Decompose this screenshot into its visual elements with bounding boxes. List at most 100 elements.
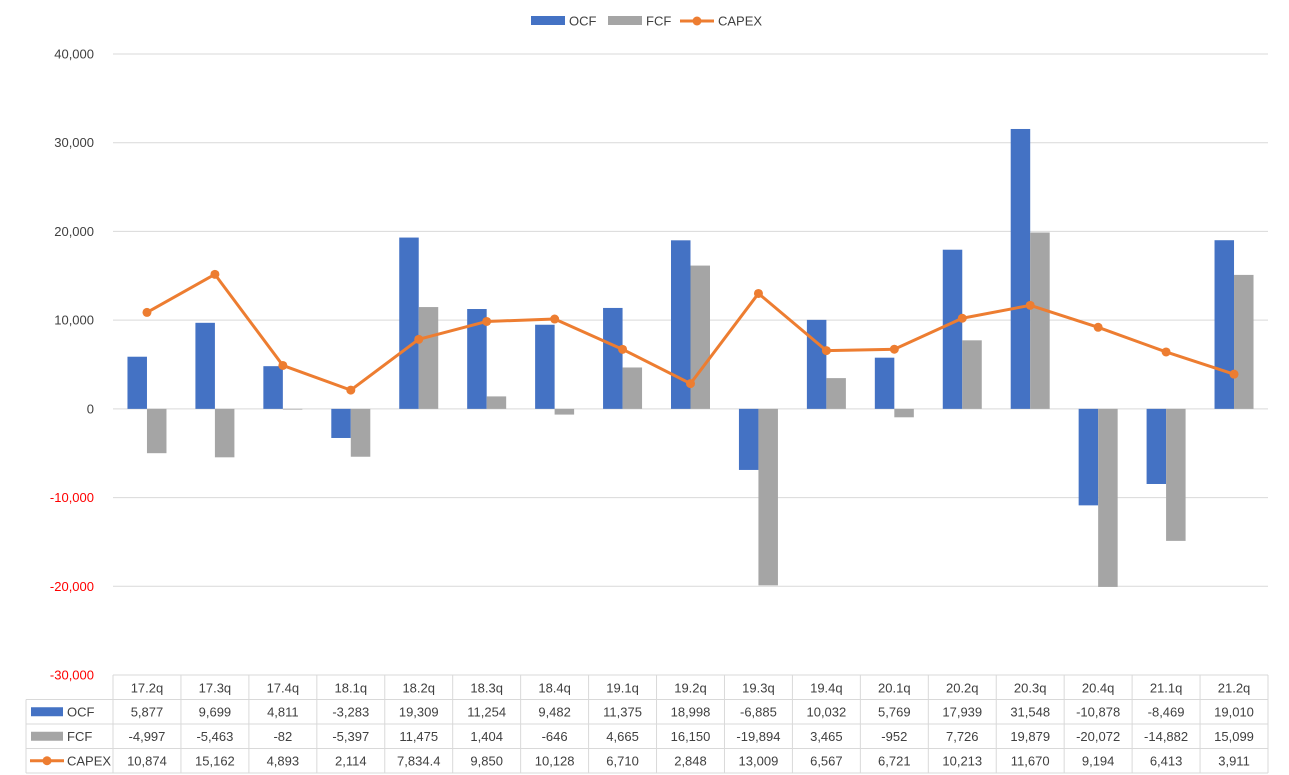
table-value: 11,375	[603, 704, 642, 719]
table-category-label: 20.1q	[878, 680, 911, 695]
capex-point	[142, 307, 152, 317]
ocf-bar	[942, 249, 963, 409]
table-category-label: 18.1q	[335, 680, 368, 695]
table-value: 4,893	[267, 753, 300, 768]
table-category-label: 19.4q	[810, 680, 843, 695]
table-value: 10,213	[942, 753, 982, 768]
capex-point	[753, 288, 763, 298]
table-value: 11,670	[1011, 753, 1050, 768]
capex-point	[821, 346, 831, 356]
table-value: 1,404	[470, 729, 503, 744]
table-category-label: 17.4q	[267, 680, 300, 695]
table-value: -4,997	[129, 729, 166, 744]
table-value: 15,099	[1214, 729, 1254, 744]
table-value: 18,998	[671, 704, 711, 719]
ocf-bar	[806, 319, 827, 409]
table-value: 19,010	[1214, 704, 1254, 719]
fcf-bar	[146, 408, 167, 454]
table-category-label: 20.4q	[1082, 680, 1115, 695]
table-value: -82	[273, 729, 292, 744]
y-tick-label: 10,000	[54, 313, 94, 328]
table-value: -14,882	[1144, 729, 1188, 744]
table-value: -5,397	[332, 729, 369, 744]
table-value: 10,128	[535, 753, 575, 768]
table-value: 10,874	[127, 753, 167, 768]
legend-ocf-swatch	[531, 16, 565, 25]
fcf-bar	[622, 367, 643, 409]
table-value: 9,482	[538, 704, 571, 719]
capex-point	[1093, 322, 1103, 332]
legend-fcf-label: FCF	[646, 14, 671, 29]
ocf-bar	[467, 309, 487, 409]
fcf-bar	[826, 378, 846, 409]
ocf-bar	[399, 237, 419, 409]
fcf-bar	[418, 307, 439, 409]
ocf-bar	[874, 357, 895, 409]
table-value: 2,114	[335, 753, 367, 768]
capex-point	[1229, 369, 1239, 379]
table-value: 7,726	[946, 729, 979, 744]
table-value: 11,475	[399, 729, 438, 744]
table-value: -10,878	[1076, 704, 1120, 719]
fcf-bar	[894, 408, 914, 418]
table-value: 5,769	[878, 704, 911, 719]
table-value: 15,162	[195, 753, 235, 768]
table-value: 4,665	[606, 729, 639, 744]
table-series-name: OCF	[67, 704, 95, 719]
fcf-bar	[1234, 274, 1254, 409]
table-value: -3,283	[332, 704, 369, 719]
capex-point	[686, 379, 695, 389]
table-value: 31,548	[1010, 704, 1050, 719]
fcf-bar	[1166, 408, 1186, 541]
table-value: 17,939	[942, 704, 982, 719]
table-value: 13,009	[739, 753, 779, 768]
table-value: 4,811	[267, 704, 299, 719]
table-value: 6,721	[878, 753, 911, 768]
table-category-label: 18.2q	[402, 680, 435, 695]
table-value: 3,465	[810, 729, 843, 744]
y-tick-label: 40,000	[54, 47, 94, 62]
table-value: 7,834.4	[397, 753, 440, 768]
table-value: -6,885	[740, 704, 777, 719]
table-category-label: 18.4q	[538, 680, 571, 695]
table-category-label: 19.3q	[742, 680, 775, 695]
table-category-label: 21.2q	[1218, 680, 1251, 695]
table-category-label: 20.3q	[1014, 680, 1047, 695]
fcf-bar	[1098, 408, 1118, 587]
capex-point	[618, 344, 628, 354]
ocf-bar	[1146, 408, 1167, 484]
y-tick-label: 0	[87, 401, 94, 416]
table-value: 9,850	[470, 753, 503, 768]
table-category-label: 19.1q	[606, 680, 639, 695]
capex-point	[210, 269, 220, 279]
table-value: 6,413	[1150, 753, 1183, 768]
table-category-label: 21.1q	[1150, 680, 1183, 695]
capex-point	[1025, 300, 1035, 310]
fcf-bar	[486, 396, 507, 409]
y-tick-label: -30,000	[50, 668, 94, 683]
fcf-bar	[282, 408, 303, 410]
fcf-bar	[758, 408, 778, 586]
fcf-bar	[350, 408, 371, 457]
table-value: 10,032	[806, 704, 846, 719]
fcf-bar	[690, 265, 710, 409]
capex-table-key-marker	[42, 756, 52, 766]
ocf-bar	[127, 356, 147, 409]
ocf-bar	[195, 322, 215, 409]
table-value: 19,879	[1010, 729, 1050, 744]
capex-point	[889, 344, 899, 354]
table-value: 6,710	[606, 753, 639, 768]
table-series-name: FCF	[67, 729, 92, 744]
table-category-label: 20.2q	[946, 680, 979, 695]
table-value: -8,469	[1148, 704, 1185, 719]
capex-point	[1161, 347, 1171, 357]
fcf-bar	[214, 408, 235, 458]
ocf-bar	[263, 366, 283, 409]
fcf-bar	[962, 340, 982, 409]
table-value: 16,150	[671, 729, 711, 744]
y-tick-label: 20,000	[54, 224, 94, 239]
ocf-table-key	[31, 707, 63, 717]
table-value: -19,894	[736, 729, 780, 744]
table-category-label: 17.3q	[199, 680, 232, 695]
